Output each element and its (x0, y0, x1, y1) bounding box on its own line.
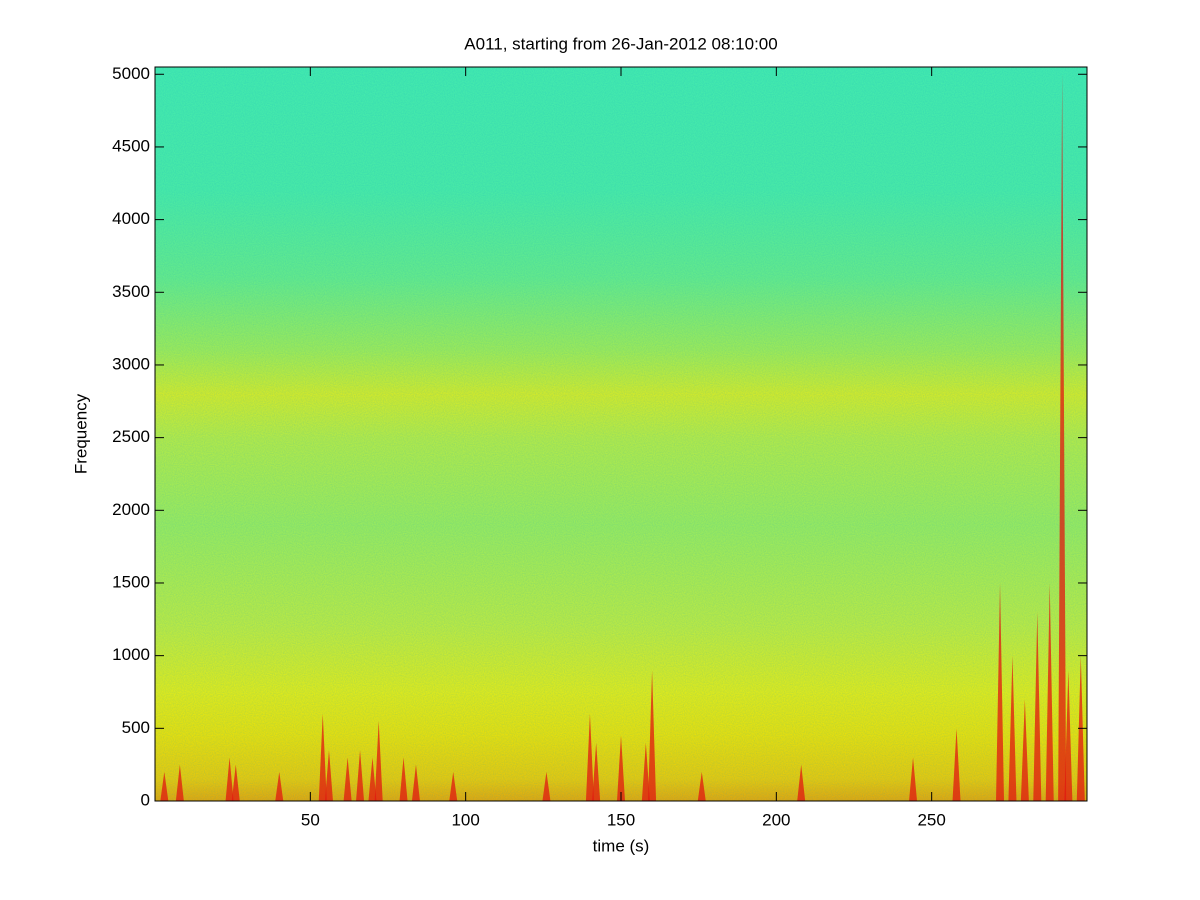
y-tick-label: 4000 (112, 209, 150, 228)
energy-spike (1033, 612, 1042, 801)
energy-spike (399, 757, 408, 801)
y-tick-label: 1000 (112, 645, 150, 664)
y-tick-label: 3500 (112, 282, 150, 301)
energy-spike (225, 757, 234, 801)
energy-spike (641, 742, 650, 801)
y-axis-label: Frequency (71, 393, 90, 474)
y-tick-label: 3000 (112, 354, 150, 373)
energy-spike (542, 771, 551, 801)
energy-spike (1064, 670, 1073, 801)
energy-spike (617, 735, 625, 801)
energy-spike (996, 582, 1005, 801)
energy-spike (797, 764, 806, 801)
energy-spike (592, 742, 601, 801)
energy-spike (1058, 74, 1067, 801)
energy-spike (648, 670, 657, 801)
x-tick-label: 50 (301, 810, 320, 829)
noise-texture (155, 67, 1087, 801)
energy-spike (697, 771, 706, 801)
energy-spike (909, 757, 918, 801)
x-tick-label: 250 (917, 810, 945, 829)
energy-spike (585, 713, 594, 801)
energy-spike (160, 771, 169, 801)
y-tick-label: 2000 (112, 500, 150, 519)
energy-spike (318, 713, 327, 801)
energy-spike (368, 757, 377, 801)
energy-spike (1020, 699, 1029, 801)
energy-spike (175, 764, 184, 801)
chart-title: A011, starting from 26-Jan-2012 08:10:00 (464, 34, 777, 53)
energy-spike (324, 750, 333, 801)
energy-spike (275, 771, 284, 801)
x-tick-label: 200 (762, 810, 790, 829)
energy-spike (449, 771, 458, 801)
energy-spike (952, 728, 961, 801)
y-tick-label: 0 (141, 790, 150, 809)
y-tick-label: 5000 (112, 64, 150, 83)
energy-spike (374, 721, 383, 801)
x-tick-label: 100 (451, 810, 479, 829)
energy-spike (343, 757, 352, 801)
energy-spike (356, 750, 365, 801)
energy-spike (231, 764, 240, 801)
y-tick-label: 4500 (112, 136, 150, 155)
energy-spike (1008, 655, 1017, 801)
y-tick-label: 500 (122, 718, 150, 737)
energy-spike (1045, 582, 1054, 801)
plot-area (155, 67, 1087, 801)
y-tick-label: 2500 (112, 427, 150, 446)
x-axis-label: time (s) (593, 836, 650, 855)
x-tick-label: 150 (607, 810, 635, 829)
y-tick-label: 1500 (112, 572, 150, 591)
energy-spike (411, 764, 420, 801)
